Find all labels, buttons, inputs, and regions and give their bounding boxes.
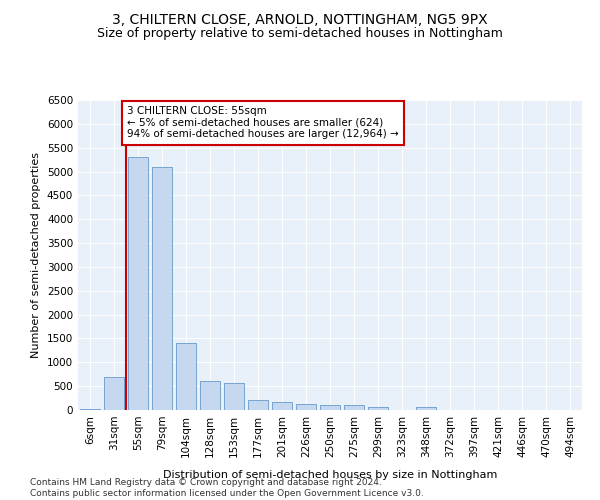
Bar bbox=[104, 376, 124, 410]
Text: 3, CHILTERN CLOSE, ARNOLD, NOTTINGHAM, NG5 9PX: 3, CHILTERN CLOSE, ARNOLD, NOTTINGHAM, N… bbox=[112, 12, 488, 26]
Bar bbox=[368, 406, 388, 410]
Text: Contains HM Land Registry data © Crown copyright and database right 2024.
Contai: Contains HM Land Registry data © Crown c… bbox=[30, 478, 424, 498]
Text: 3 CHILTERN CLOSE: 55sqm
← 5% of semi-detached houses are smaller (624)
94% of se: 3 CHILTERN CLOSE: 55sqm ← 5% of semi-det… bbox=[127, 106, 399, 140]
Bar bbox=[296, 404, 316, 410]
Bar bbox=[224, 384, 244, 410]
Text: Size of property relative to semi-detached houses in Nottingham: Size of property relative to semi-detach… bbox=[97, 28, 503, 40]
Bar bbox=[344, 405, 364, 410]
Bar bbox=[320, 404, 340, 410]
Bar bbox=[248, 400, 268, 410]
Bar bbox=[416, 408, 436, 410]
Y-axis label: Number of semi-detached properties: Number of semi-detached properties bbox=[31, 152, 41, 358]
Bar bbox=[80, 409, 100, 410]
Bar bbox=[128, 157, 148, 410]
Text: Distribution of semi-detached houses by size in Nottingham: Distribution of semi-detached houses by … bbox=[163, 470, 497, 480]
Bar bbox=[272, 402, 292, 410]
Bar bbox=[176, 343, 196, 410]
Bar bbox=[200, 382, 220, 410]
Bar bbox=[152, 167, 172, 410]
